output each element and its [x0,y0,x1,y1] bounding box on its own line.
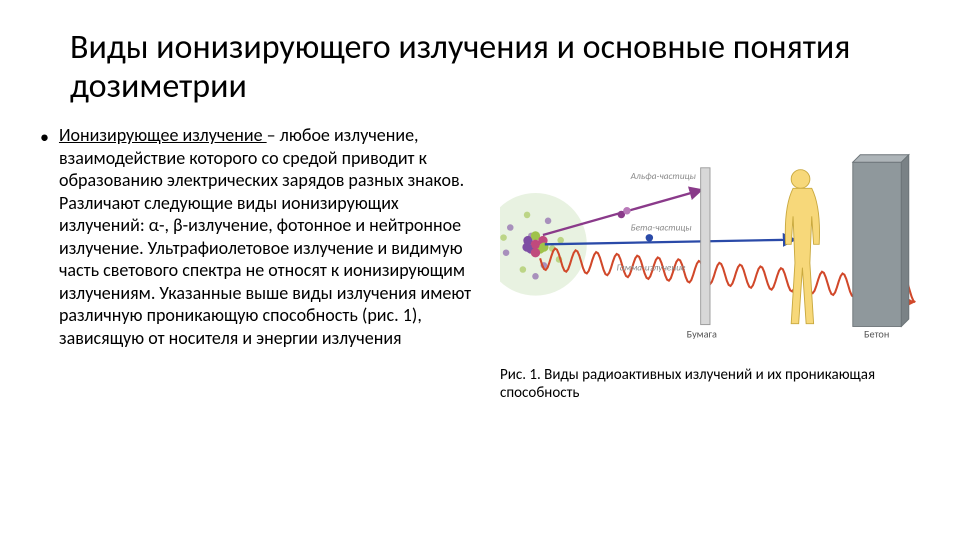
svg-text:Гамма-излучение: Гамма-излучение [617,262,686,274]
bullet-block: • Ионизирующее излучение – любое излучен… [40,124,480,402]
svg-text:Альфа-частицы: Альфа-частицы [630,170,696,182]
page-title: Виды ионизирующего излучения и основные … [40,28,920,106]
bullet-text: Ионизирующее излучение – любое излучение… [59,124,480,349]
penetration-diagram: Альфа-частицы Бета-частицы Гамма-излучение… [500,144,920,354]
svg-text:Бетон: Бетон [864,328,889,341]
svg-text:Бумага: Бумага [687,328,717,341]
svg-text:Бета-частицы: Бета-частицы [631,222,692,234]
bullet-term: Ионизирующее излучение [59,124,267,146]
figure-caption: Рис. 1. Виды радиоактивных излучений и и… [500,366,920,402]
content-area: • Ионизирующее излучение – любое излучен… [40,124,920,402]
figure-column: Альфа-частицы Бета-частицы Гамма-излучение… [500,124,920,402]
bullet-marker: • [40,124,49,349]
bullet-body: – любое излучение, взаимодействие которо… [59,124,471,349]
